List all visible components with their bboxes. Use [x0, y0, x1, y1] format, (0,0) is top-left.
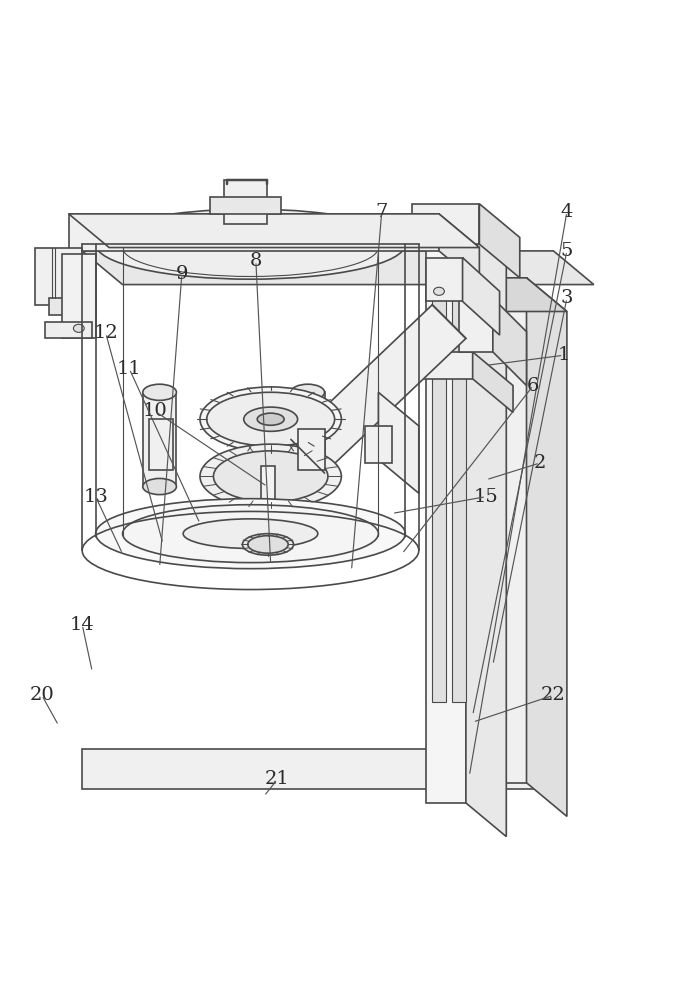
Polygon shape — [493, 298, 527, 386]
Polygon shape — [69, 214, 479, 248]
Text: 10: 10 — [143, 402, 167, 420]
Bar — [419, 352, 473, 379]
Ellipse shape — [143, 478, 176, 495]
Bar — [466, 278, 527, 783]
Bar — [35, 248, 82, 305]
Ellipse shape — [291, 478, 324, 495]
Ellipse shape — [122, 219, 379, 276]
Ellipse shape — [214, 451, 328, 502]
Text: 11: 11 — [117, 360, 142, 378]
Text: 7: 7 — [376, 203, 388, 221]
Text: 6: 6 — [527, 377, 539, 395]
Ellipse shape — [143, 384, 176, 400]
Ellipse shape — [248, 536, 288, 553]
Text: 14: 14 — [70, 616, 95, 634]
Ellipse shape — [122, 505, 379, 563]
Text: 21: 21 — [265, 770, 290, 788]
Bar — [143, 392, 176, 487]
Bar — [49, 298, 95, 315]
Ellipse shape — [291, 384, 324, 400]
Text: 22: 22 — [541, 686, 566, 704]
Ellipse shape — [95, 209, 406, 279]
Bar — [62, 254, 95, 338]
Bar — [425, 211, 466, 803]
Text: 2: 2 — [534, 454, 546, 472]
Bar — [210, 197, 281, 214]
Ellipse shape — [433, 287, 444, 295]
Ellipse shape — [200, 387, 341, 452]
Bar — [149, 419, 173, 470]
Bar — [459, 298, 493, 352]
Bar — [432, 298, 445, 702]
Bar — [297, 429, 324, 470]
Polygon shape — [439, 214, 479, 285]
Bar — [425, 258, 462, 301]
Bar — [412, 204, 479, 244]
Text: 12: 12 — [93, 324, 118, 342]
Ellipse shape — [183, 519, 318, 548]
Polygon shape — [527, 278, 567, 816]
Ellipse shape — [207, 392, 335, 446]
Polygon shape — [462, 258, 500, 335]
Text: 15: 15 — [474, 488, 498, 506]
Text: 3: 3 — [560, 289, 573, 307]
Polygon shape — [82, 251, 594, 285]
Bar — [82, 749, 554, 789]
Polygon shape — [379, 392, 419, 493]
Polygon shape — [479, 204, 520, 278]
Ellipse shape — [95, 499, 406, 569]
Bar — [452, 298, 466, 702]
Bar — [45, 322, 92, 338]
Polygon shape — [291, 305, 466, 473]
Text: 5: 5 — [560, 242, 573, 260]
Bar — [69, 214, 439, 251]
Polygon shape — [425, 211, 506, 244]
Text: 9: 9 — [176, 265, 188, 283]
Polygon shape — [466, 211, 506, 837]
Text: 13: 13 — [83, 488, 108, 506]
Text: 1: 1 — [557, 346, 570, 364]
Bar — [365, 426, 392, 463]
Text: 20: 20 — [30, 686, 54, 704]
Polygon shape — [466, 278, 567, 311]
Bar — [260, 466, 275, 561]
Bar — [224, 180, 267, 224]
Text: 4: 4 — [560, 203, 573, 221]
Ellipse shape — [243, 534, 293, 555]
Bar — [291, 392, 324, 487]
Text: 8: 8 — [249, 252, 262, 270]
Ellipse shape — [74, 324, 84, 332]
Polygon shape — [473, 352, 513, 412]
Ellipse shape — [244, 407, 297, 431]
Ellipse shape — [200, 444, 341, 509]
Ellipse shape — [257, 413, 284, 425]
